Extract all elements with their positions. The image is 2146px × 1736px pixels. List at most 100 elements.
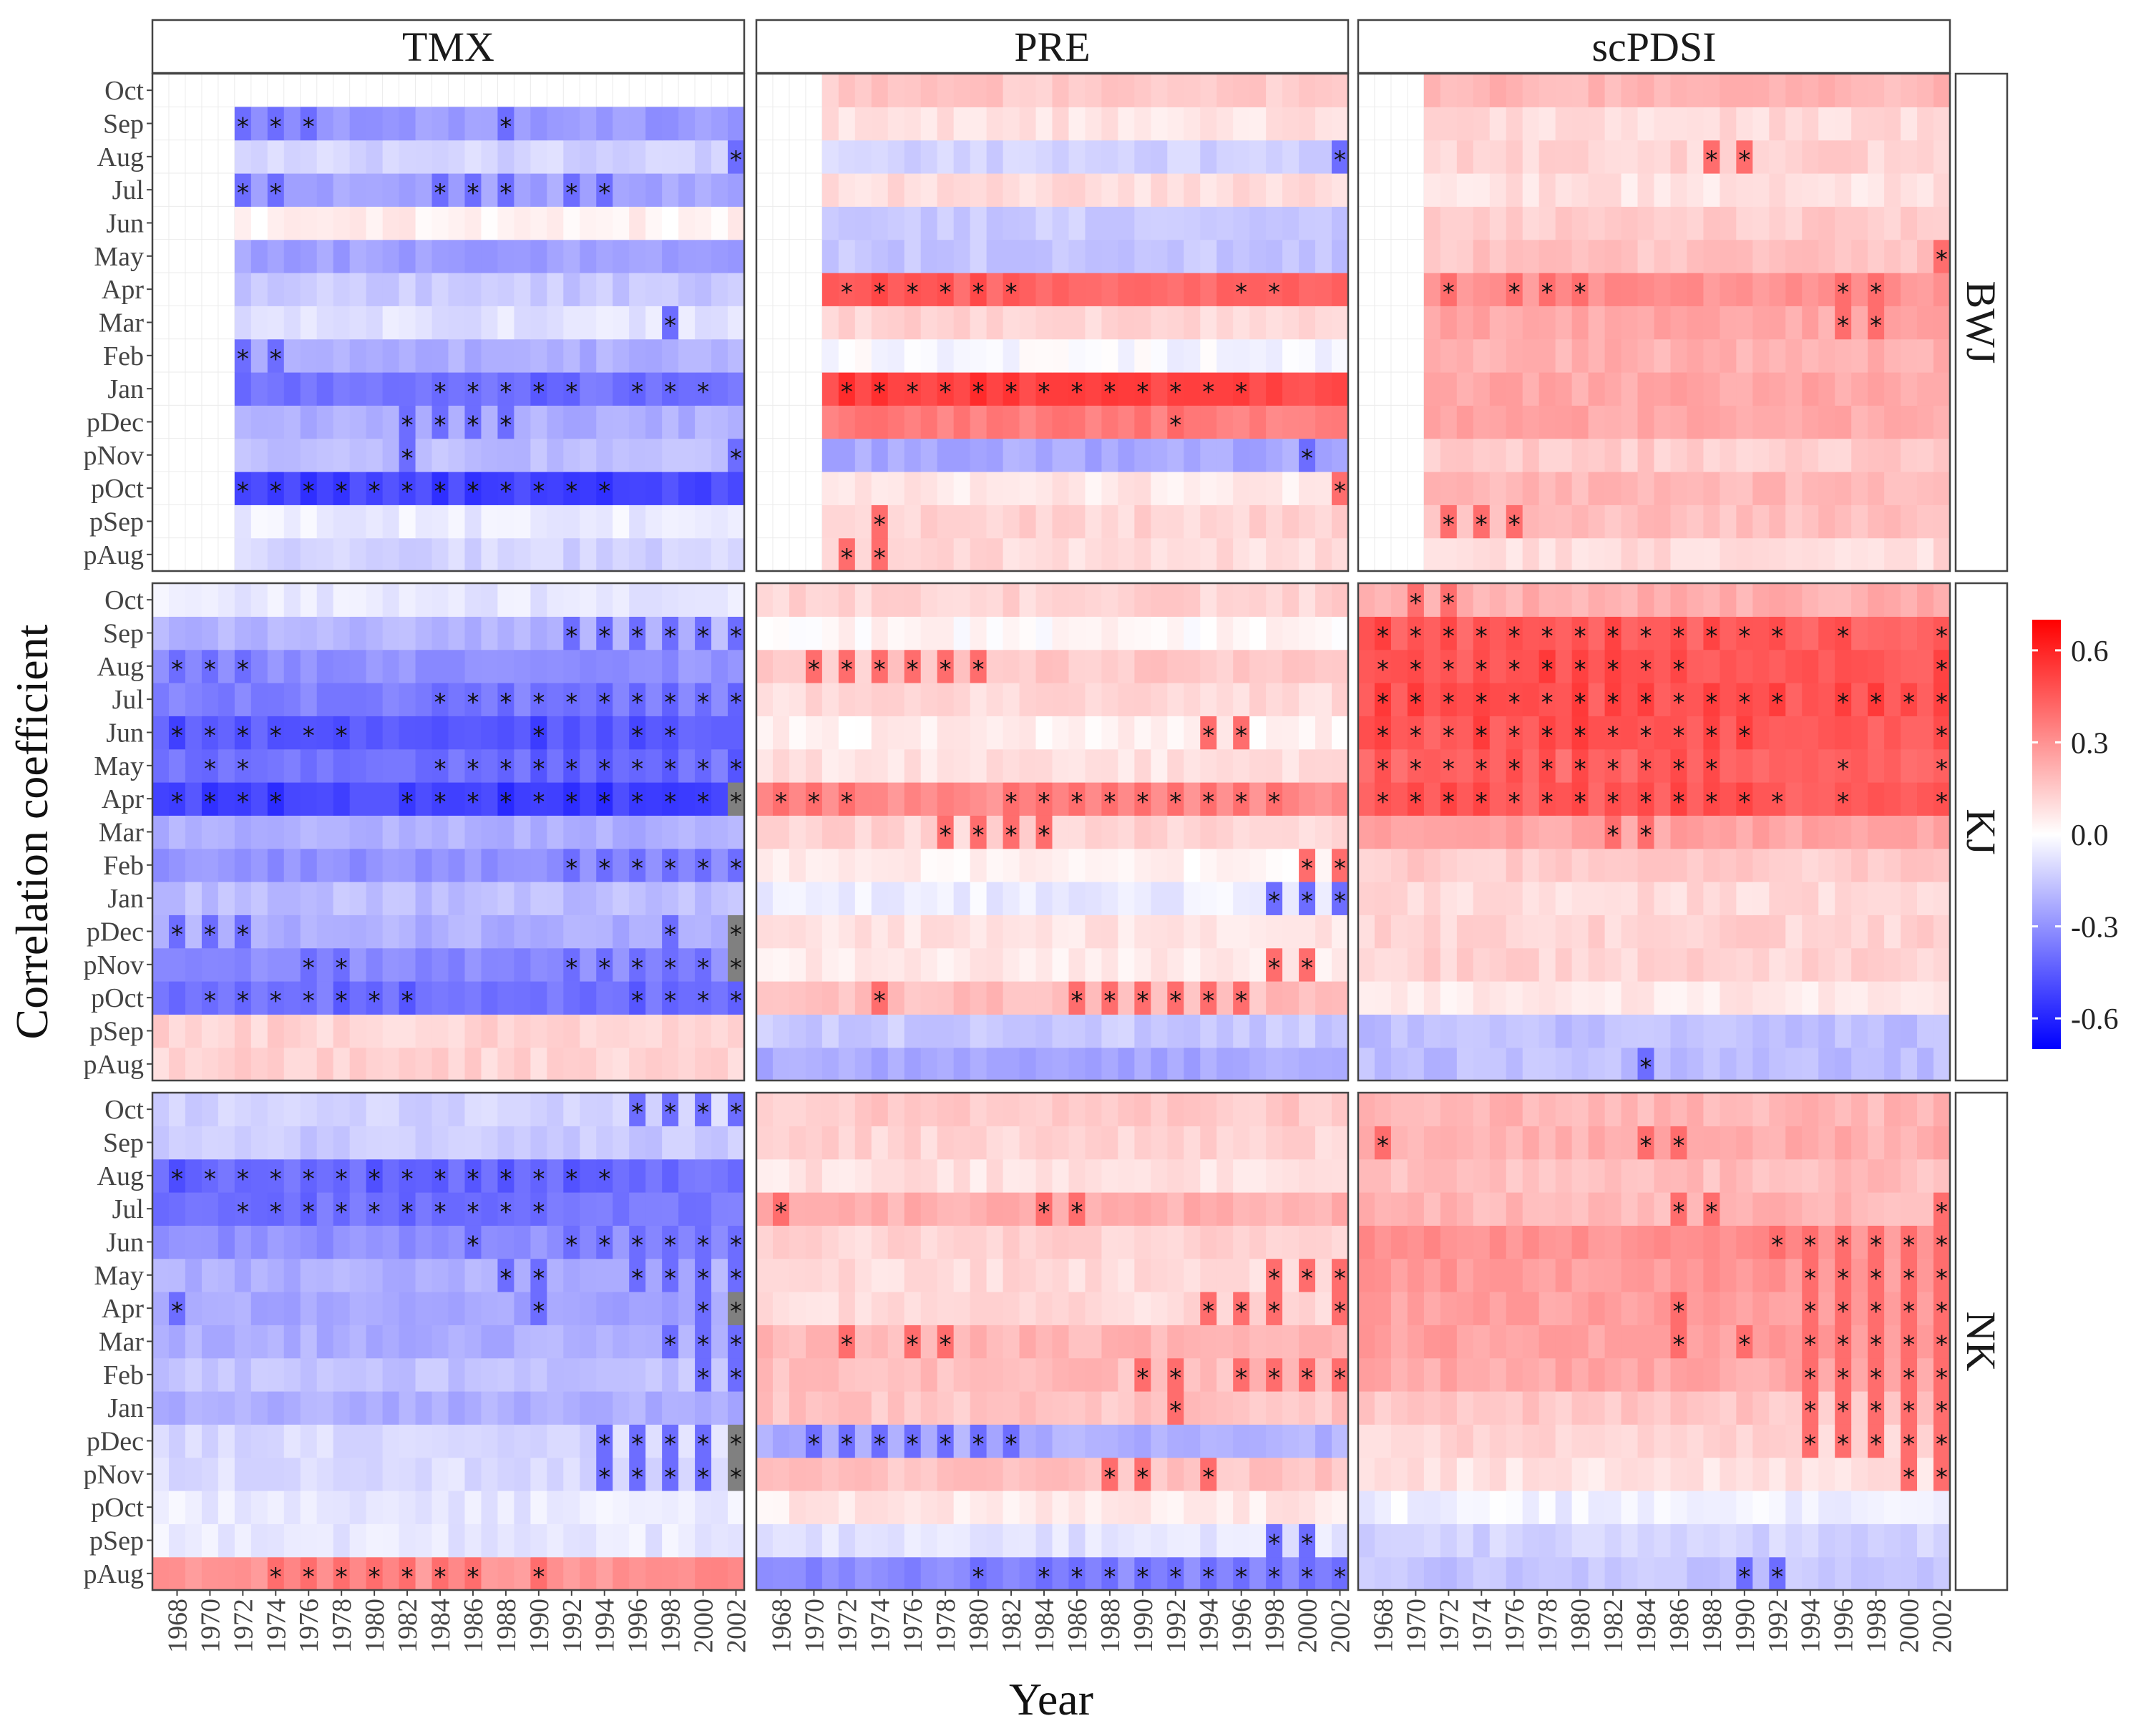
heatmap-cell <box>1785 1047 1803 1081</box>
heatmap-cell <box>1571 815 1589 849</box>
heatmap-cell <box>1019 140 1037 174</box>
heatmap-cell <box>1184 1192 1201 1226</box>
heatmap-cell <box>1917 683 1934 716</box>
heatmap-cell <box>1720 107 1737 141</box>
significance-star: * <box>1268 1530 1280 1559</box>
heatmap-cell <box>1332 1325 1349 1359</box>
heatmap-cell <box>1588 472 1606 505</box>
heatmap-cell <box>1473 947 1491 982</box>
heatmap-cell <box>789 1258 806 1292</box>
heatmap-cell <box>333 583 351 617</box>
significance-star: * <box>631 1232 643 1260</box>
significance-star: * <box>204 921 216 950</box>
heatmap-cell <box>185 782 203 816</box>
significance-star: * <box>841 278 853 307</box>
significance-star: * <box>697 755 709 784</box>
heatmap-cell <box>1249 537 1267 572</box>
heatmap-cell <box>1052 74 1070 107</box>
heatmap-cell <box>300 1126 318 1160</box>
heatmap-cell <box>838 1225 856 1259</box>
heatmap-cell <box>1184 504 1201 539</box>
heatmap-cell <box>1216 372 1234 406</box>
heatmap-cell <box>1299 1325 1316 1359</box>
heatmap-cell <box>1522 239 1540 273</box>
heatmap-cell <box>1101 206 1118 240</box>
heatmap-cell <box>1506 173 1523 207</box>
heatmap-cell <box>937 140 955 174</box>
significance-star: * <box>565 378 577 406</box>
heatmap-cell <box>645 683 663 716</box>
heatmap-cell <box>629 1357 646 1392</box>
heatmap-cell <box>1522 848 1540 882</box>
heatmap-cell <box>481 848 499 882</box>
heatmap-cell <box>728 716 745 750</box>
significance-star: * <box>565 755 577 784</box>
heatmap-cell <box>1456 1047 1474 1081</box>
heatmap-cell <box>1769 882 1786 915</box>
heatmap-cell <box>772 683 790 716</box>
heatmap-cell <box>431 748 449 783</box>
heatmap-cell <box>1134 438 1151 472</box>
significance-star: * <box>1202 1297 1214 1326</box>
heatmap-cell <box>1456 173 1474 207</box>
heatmap-cell <box>728 1457 745 1491</box>
heatmap-cell <box>300 848 318 882</box>
heatmap-cell <box>1315 1325 1332 1359</box>
heatmap-cell <box>1604 273 1622 306</box>
heatmap-cell <box>904 206 922 240</box>
significance-star: * <box>730 854 742 883</box>
heatmap-cell <box>937 1258 955 1292</box>
significance-star: * <box>565 477 577 506</box>
heatmap-cell <box>1555 107 1573 141</box>
heatmap-cell <box>596 1292 613 1325</box>
heatmap-cell <box>1637 782 1655 816</box>
significance-star: * <box>1574 788 1586 816</box>
heatmap-cell <box>234 1258 252 1292</box>
heatmap-cell <box>448 338 466 373</box>
heatmap-cell <box>920 338 938 373</box>
heatmap-cell <box>1019 1556 1037 1591</box>
heatmap-cell <box>1118 583 1135 617</box>
significance-star: * <box>565 1232 577 1260</box>
significance-star: * <box>1334 477 1346 506</box>
heatmap-cell <box>1604 140 1622 174</box>
heatmap-cell <box>481 173 499 207</box>
heatmap-cell <box>1489 405 1507 439</box>
heatmap-cell <box>1167 1556 1184 1591</box>
heatmap-cell <box>1720 649 1737 683</box>
heatmap-cell <box>382 472 400 505</box>
heatmap-cell <box>514 107 531 141</box>
heatmap-cell <box>645 981 663 1015</box>
heatmap-cell <box>218 915 235 949</box>
heatmap-cell <box>382 1225 400 1259</box>
heatmap-cell <box>1703 438 1720 472</box>
heatmap-cell <box>1390 848 1408 882</box>
significance-star: * <box>1410 655 1422 684</box>
heatmap-cell <box>1085 107 1103 141</box>
heatmap-cell <box>678 1192 696 1226</box>
heatmap-cell <box>728 1523 745 1558</box>
heatmap-cell <box>756 981 774 1015</box>
heatmap-cell <box>464 1357 482 1392</box>
significance-star: * <box>730 1232 742 1260</box>
heatmap-cell <box>1101 1491 1118 1524</box>
heatmap-cell <box>1802 74 1819 107</box>
heatmap-cell <box>1068 649 1086 683</box>
heatmap-cell <box>678 438 696 472</box>
heatmap-cell <box>1019 1325 1037 1359</box>
heatmap-cell <box>1200 1159 1217 1193</box>
significance-star: * <box>631 1264 643 1293</box>
heatmap-cell <box>1019 683 1037 716</box>
heatmap-cell <box>1637 748 1655 783</box>
heatmap-cell <box>366 1014 384 1048</box>
heatmap-cell <box>267 848 285 882</box>
heatmap-cell <box>1332 273 1349 306</box>
heatmap-cell <box>530 616 547 650</box>
heatmap-cell <box>1868 815 1885 849</box>
heatmap-cell <box>1249 1457 1267 1491</box>
heatmap-cell <box>1134 1292 1151 1325</box>
heatmap-cell <box>613 1457 630 1491</box>
heatmap-cell <box>201 683 219 716</box>
heatmap-cell <box>871 338 889 373</box>
heatmap-cell <box>904 981 922 1015</box>
